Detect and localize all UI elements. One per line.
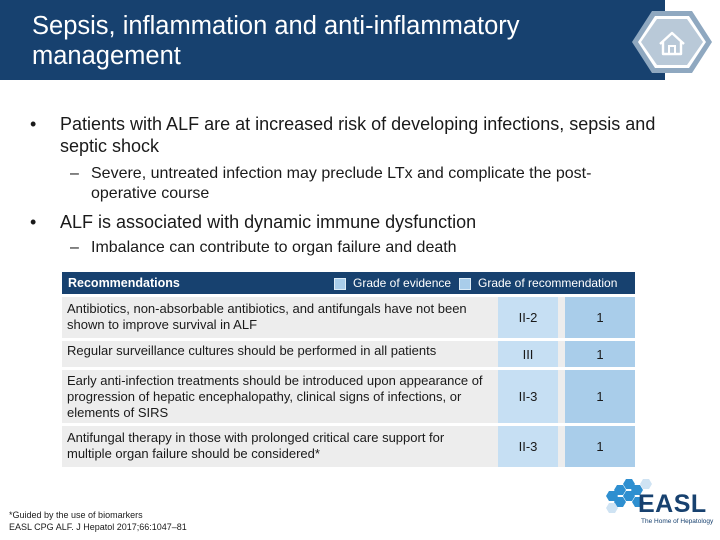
grade-evidence-cell: II-3 xyxy=(498,370,558,423)
table-header-title: Recommendations xyxy=(68,276,180,290)
logo-tagline: The Home of Hepatology xyxy=(641,518,714,525)
sub-bullet-text: Severe, untreated infection may preclude… xyxy=(91,165,592,202)
table-row: Regular surveillance cultures should be … xyxy=(62,341,635,370)
easl-logo-icon xyxy=(606,479,652,513)
title-bar xyxy=(0,0,665,80)
bullet-mark: • xyxy=(30,114,37,134)
bullet-text: Patients with ALF are at increased risk … xyxy=(60,114,656,156)
grade-recommendation-swatch xyxy=(459,278,471,290)
table-row: Early anti-infection treatments should b… xyxy=(62,370,635,426)
bullet-text: ALF is associated with dynamic immune dy… xyxy=(60,212,477,232)
bullet-mark: • xyxy=(30,212,37,232)
dash-mark: – xyxy=(70,239,79,256)
grade-recommendation-cell: 1 xyxy=(565,297,635,338)
sub-bullet-text: Imbalance can contribute to organ failur… xyxy=(91,239,457,256)
table-header: Recommendations Grade of evidence Grade … xyxy=(62,272,635,294)
grade-evidence-cell: II-2 xyxy=(498,297,558,338)
legend-grade-recommendation: Grade of recommendation xyxy=(478,276,618,290)
legend-grade-evidence: Grade of evidence xyxy=(353,276,452,290)
grade-evidence-swatch xyxy=(334,278,346,290)
home-icon[interactable] xyxy=(630,9,714,75)
grade-recommendation-cell: 1 xyxy=(565,370,635,423)
table-row: Antibiotics, non-absorbable antibiotics,… xyxy=(62,297,635,341)
grade-evidence-cell: II-3 xyxy=(498,426,558,467)
recommendation-text: Regular surveillance cultures should be … xyxy=(67,343,437,358)
table-row: Antifungal therapy in those with prolong… xyxy=(62,426,635,470)
slide-title: Sepsis, inflammation and anti-inflammato… xyxy=(32,12,520,70)
footnote-citation: EASL CPG ALF. J Hepatol 2017;66:1047–81 xyxy=(9,522,187,532)
dash-mark: – xyxy=(70,165,79,182)
recommendations-table: Recommendations Grade of evidence Grade … xyxy=(62,272,635,470)
grade-recommendation-cell: 1 xyxy=(565,341,635,367)
grade-recommendation-cell: 1 xyxy=(565,426,635,467)
logo-wordmark: EASL xyxy=(638,490,707,518)
recommendation-text: Early anti-infection treatments should b… xyxy=(67,373,483,420)
grade-evidence-cell: III xyxy=(498,341,558,367)
footnote-asterisk: *Guided by the use of biomarkers xyxy=(9,510,143,520)
recommendation-text: Antifungal therapy in those with prolong… xyxy=(67,430,445,461)
recommendation-text: Antibiotics, non-absorbable antibiotics,… xyxy=(67,301,467,332)
footnote: *Guided by the use of biomarkers EASL CP… xyxy=(9,509,187,533)
